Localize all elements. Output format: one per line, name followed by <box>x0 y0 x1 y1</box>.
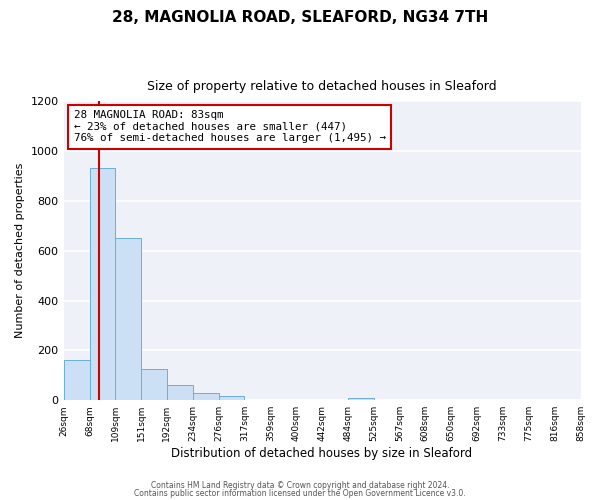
Bar <box>89 168 115 400</box>
Bar <box>167 386 193 400</box>
Bar <box>219 396 244 400</box>
Bar <box>64 360 89 400</box>
Bar <box>193 392 219 400</box>
Bar <box>348 398 374 400</box>
Text: Contains public sector information licensed under the Open Government Licence v3: Contains public sector information licen… <box>134 488 466 498</box>
X-axis label: Distribution of detached houses by size in Sleaford: Distribution of detached houses by size … <box>172 447 473 460</box>
Text: Contains HM Land Registry data © Crown copyright and database right 2024.: Contains HM Land Registry data © Crown c… <box>151 481 449 490</box>
Bar <box>141 369 167 400</box>
Text: 28, MAGNOLIA ROAD, SLEAFORD, NG34 7TH: 28, MAGNOLIA ROAD, SLEAFORD, NG34 7TH <box>112 10 488 25</box>
Title: Size of property relative to detached houses in Sleaford: Size of property relative to detached ho… <box>147 80 497 93</box>
Y-axis label: Number of detached properties: Number of detached properties <box>15 163 25 338</box>
Text: 28 MAGNOLIA ROAD: 83sqm
← 23% of detached houses are smaller (447)
76% of semi-d: 28 MAGNOLIA ROAD: 83sqm ← 23% of detache… <box>74 110 386 144</box>
Bar <box>115 238 141 400</box>
